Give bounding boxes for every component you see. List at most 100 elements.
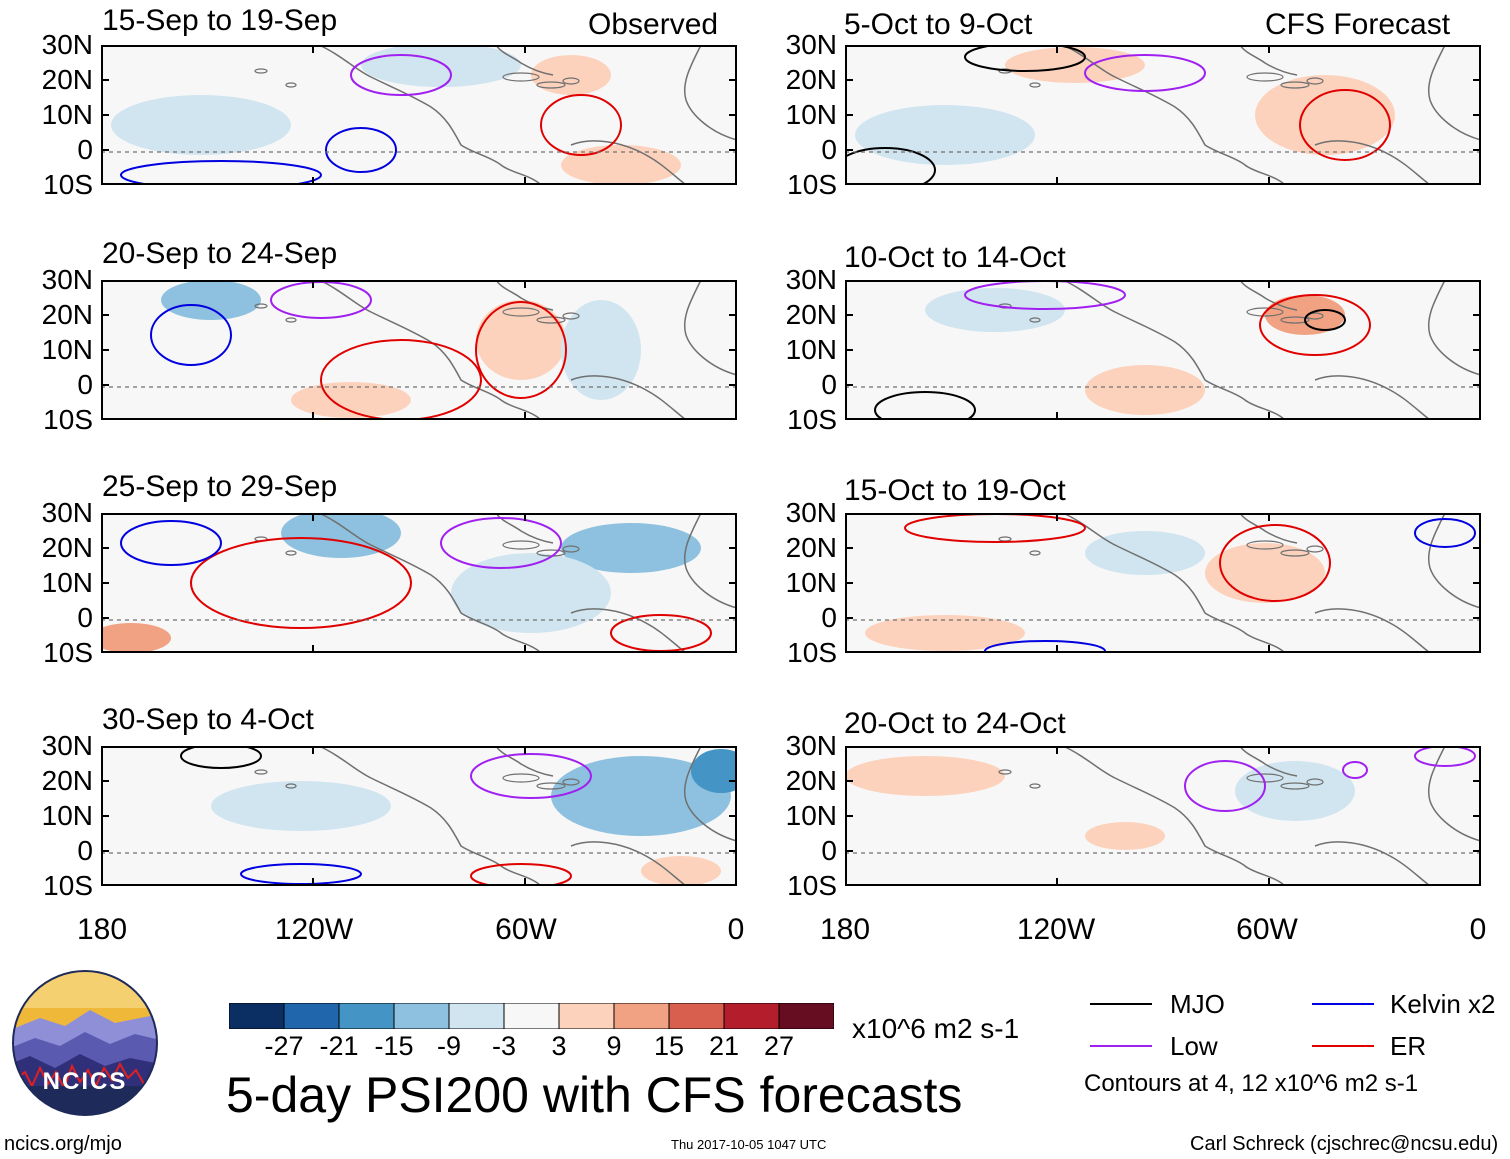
colorbar-tick-label: -3 [491,1031,516,1061]
footer-url[interactable]: ncics.org/mjo [4,1133,122,1155]
filter-contour [180,746,262,769]
lat-label: 20N [41,299,93,330]
island-outline [1280,782,1310,790]
island-outline [1306,545,1324,553]
anomaly-shading [551,756,731,836]
filter-contour [320,339,482,420]
island-outline [1246,72,1284,82]
filter-contour [150,304,232,366]
panel-title-7: 15-Oct to 19-Oct [844,474,1066,507]
filter-contour [874,391,976,420]
anomaly-shading [1255,75,1395,155]
panel-title-6: 10-Oct to 14-Oct [844,241,1066,274]
lat-label: 20N [785,64,837,95]
anomaly-shading [865,615,1025,651]
island-outline [502,540,540,550]
lat-label: 10N [41,567,93,598]
lat-label: 30N [41,730,93,761]
colorbar-segment [503,1003,560,1029]
filter-contour [1219,524,1331,602]
lat-label: 0 [821,134,837,165]
panel-title-5: 5-Oct to 9-Oct [844,8,1033,41]
lat-label: 10S [43,169,93,200]
island-outline [1029,82,1041,88]
anomaly-shading [561,523,701,573]
lat-label: 20N [41,64,93,95]
legend-label-kelvin: Kelvin x2 [1390,989,1496,1019]
filter-contour [964,45,1086,72]
lon-label-60w-right: 60W [1236,913,1298,946]
legend-line-low [1090,1045,1152,1047]
island-outline [1029,550,1041,556]
panel-title-3: 25-Sep to 29-Sep [102,470,338,503]
island-outline [1306,77,1324,85]
lat-label: 30N [41,497,93,528]
island-outline [1280,81,1310,89]
anomaly-shading [1265,295,1345,335]
island-outline [1246,540,1284,550]
lat-label: 10N [785,99,837,130]
anomaly-shading [1085,822,1165,850]
lat-label: 10S [43,404,93,435]
colorbar-tick-label: -15 [374,1031,414,1061]
anomaly-shading [161,280,261,320]
legend-label-mjo: MJO [1170,989,1225,1019]
lat-label: 10S [787,404,837,435]
map-panel-5 [845,45,1481,185]
logo-text: NCICS [43,1068,128,1095]
legend-label-er: ER [1390,1031,1427,1061]
anomaly-shading [1085,531,1205,575]
colorbar-segment [558,1003,615,1029]
island-outline [502,307,540,317]
island-outline [285,550,297,556]
lat-label: 0 [77,602,93,633]
lon-label-0-right: 0 [1469,913,1487,946]
coastline [318,513,737,653]
island-outline [285,783,297,789]
observed-label: Observed [588,8,719,41]
island-outline [1029,783,1041,789]
ncics-logo[interactable]: NCICS [10,968,160,1118]
lat-label: 10S [43,637,93,668]
island-outline [502,773,540,783]
island-outline [502,72,540,82]
colorbar-segment [229,1003,285,1029]
anomaly-shading [211,781,391,831]
filter-contour [1304,309,1346,331]
island-outline [285,317,297,323]
filter-contour [120,520,222,566]
filter-contour [190,537,412,629]
legend-line-kelvin [1312,1003,1374,1005]
colorbar-units: x10^6 m2 s-1 [852,1013,1020,1044]
legend-label-low: Low [1170,1031,1218,1061]
panel-title-1: 15-Sep to 19-Sep [102,4,338,37]
coastline [1062,746,1481,886]
colorbar-tick-label: 9 [606,1031,622,1061]
lat-label: 0 [821,602,837,633]
island-outline [562,545,580,553]
lat-label: 0 [821,835,837,866]
island-outline [1280,549,1310,557]
lat-label: 10N [41,334,93,365]
anomaly-shading [641,856,721,886]
lat-label: 20N [785,765,837,796]
lat-label: 10S [787,169,837,200]
panel-title-8: 20-Oct to 24-Oct [844,707,1066,740]
island-outline [285,82,297,88]
island-outline [562,77,580,85]
legend-line-er [1312,1045,1374,1047]
island-outline [536,81,566,89]
island-outline [254,303,268,309]
lat-label: 0 [77,134,93,165]
filter-contour [470,863,572,886]
filter-contour [845,147,936,185]
coastline [318,45,737,185]
anomaly-shading [925,288,1065,332]
island-outline [1280,316,1310,324]
lat-label: 20N [785,299,837,330]
map-panel-8 [845,746,1481,886]
colorbar-segment [283,1003,340,1029]
island-outline [536,316,566,324]
island-outline [254,769,268,775]
lat-label: 30N [785,264,837,295]
